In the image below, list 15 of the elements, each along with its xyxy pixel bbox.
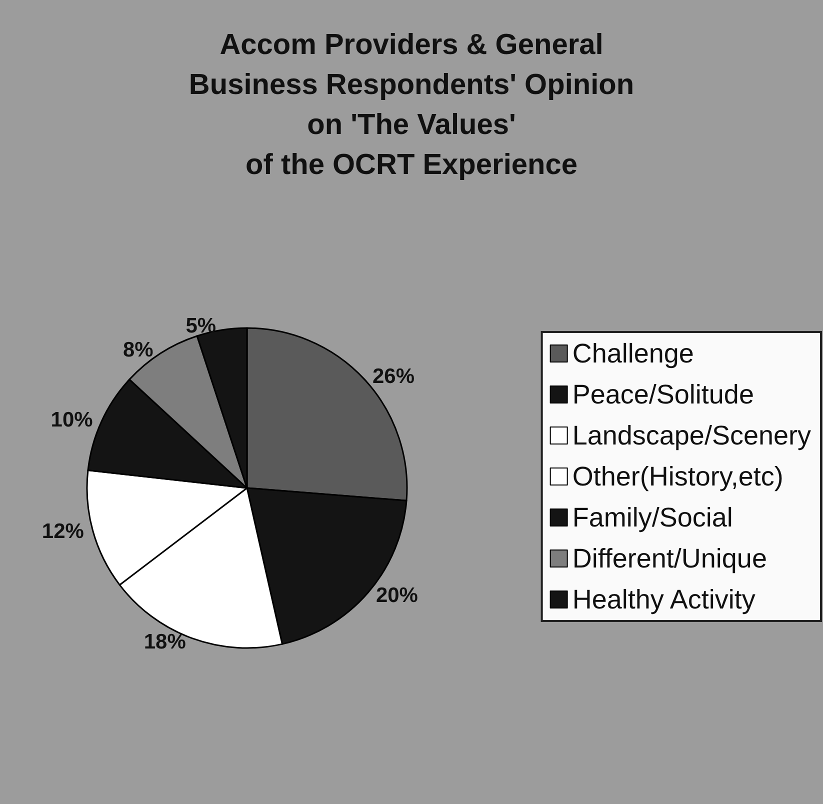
legend-label: Other(History,etc) (572, 462, 784, 492)
legend-label: Healthy Activity (572, 584, 756, 614)
legend-label: Different/Unique (572, 544, 767, 574)
legend-label: Peace/Solitude (572, 380, 754, 410)
legend-label: Landscape/Scenery (572, 420, 812, 450)
data-label: 5% (186, 314, 216, 338)
data-label: 18% (144, 630, 186, 654)
data-label: 8% (122, 338, 154, 362)
data-label: 12% (42, 520, 84, 544)
legend-label: Family/Social (572, 502, 733, 532)
data-label: 20% (376, 584, 418, 607)
data-label: 26% (372, 365, 415, 388)
data-label: 10% (50, 408, 94, 432)
chart-title: Accom Providers & General Business Respondents' Opinion on 'The Values' of the OCRT Experience (188, 29, 634, 181)
legend-label: Challenge (572, 338, 694, 368)
